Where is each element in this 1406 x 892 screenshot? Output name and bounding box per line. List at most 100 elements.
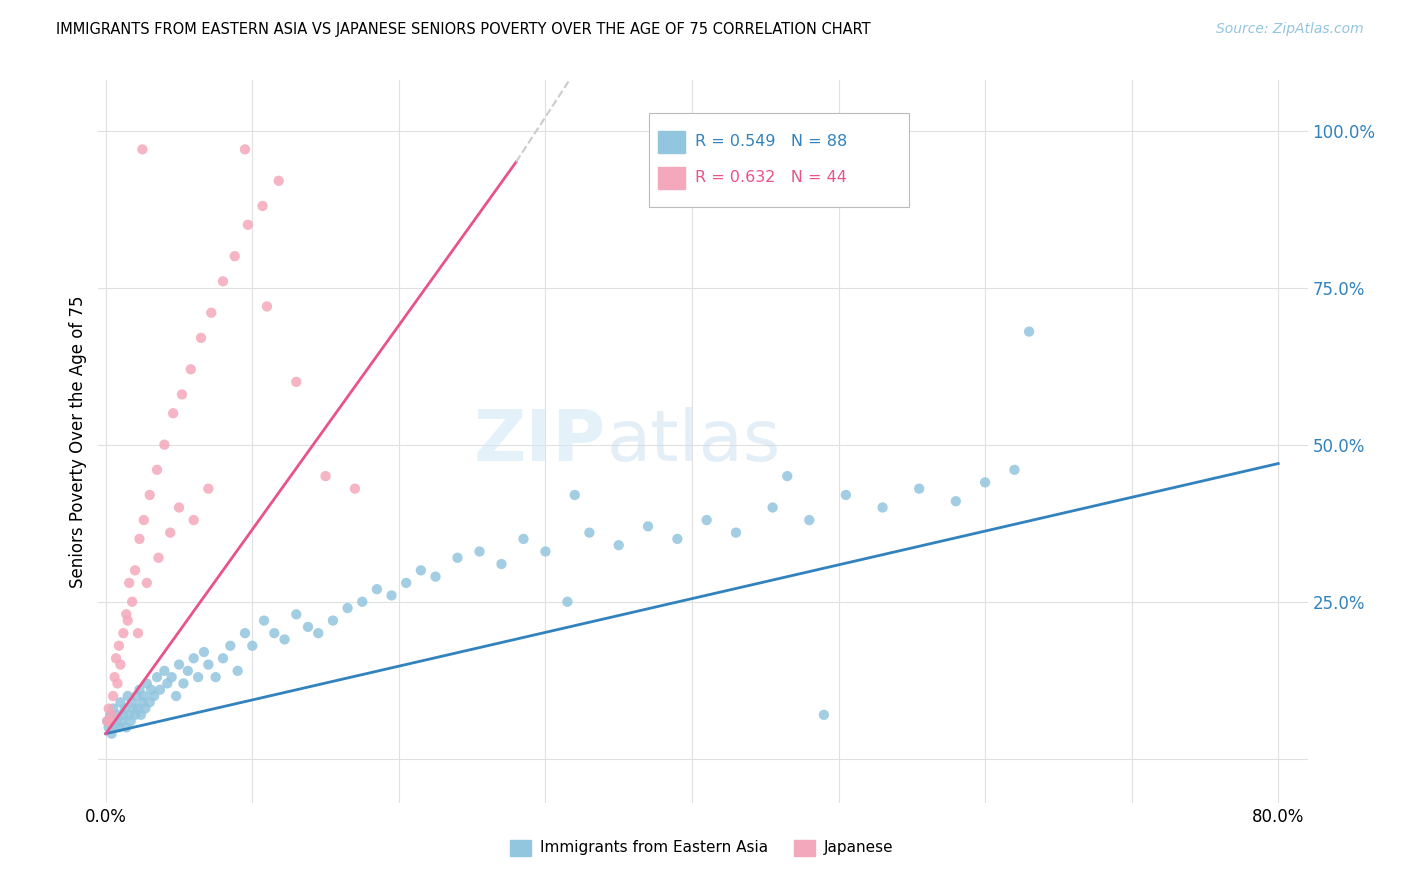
Point [110,695,132,709]
Point [135,676,157,690]
Point [380,589,402,603]
Point [315,469,337,483]
Point [197,482,219,496]
Point [134,701,156,715]
Point [121,595,143,609]
Point [97,720,120,734]
Point [125,689,148,703]
Point [153,438,176,452]
Point [112,626,135,640]
Point [557,595,579,609]
Point [156,676,179,690]
Bar [509,839,531,855]
Point [872,500,894,515]
Point [141,682,163,697]
Point [112,707,135,722]
Point [799,513,821,527]
Point [1018,325,1040,339]
Point [118,575,141,590]
Point [252,199,274,213]
Point [101,689,124,703]
Point [578,525,600,540]
Point [285,375,308,389]
Text: R = 0.549   N = 88: R = 0.549 N = 88 [695,134,846,149]
Point [908,482,931,496]
Text: R = 0.632   N = 44: R = 0.632 N = 44 [695,170,846,186]
Point [162,406,184,420]
Point [101,701,124,715]
Point [273,632,295,647]
Text: atlas: atlas [606,407,780,476]
Point [468,544,491,558]
Point [131,695,153,709]
Point [160,670,183,684]
Point [103,720,125,734]
Point [1004,463,1026,477]
Point [121,695,143,709]
Point [96,714,118,728]
Point [128,682,150,697]
Point [233,142,256,156]
Point [148,550,170,565]
Point [212,651,235,665]
Point [322,614,344,628]
Point [945,494,967,508]
Point [307,626,329,640]
Point [98,714,121,728]
Point [183,513,205,527]
Point [129,707,152,722]
Point [146,463,169,477]
Point [128,532,150,546]
Point [159,525,181,540]
Point [835,488,858,502]
Point [187,670,209,684]
Point [98,707,121,722]
Point [512,532,534,546]
Point [167,657,190,672]
Point [696,513,718,527]
Point [297,620,319,634]
Point [607,538,630,552]
Point [197,657,219,672]
Point [193,645,215,659]
Point [105,651,128,665]
FancyBboxPatch shape [648,112,908,207]
Point [117,689,139,703]
Point [180,362,202,376]
Point [343,482,366,496]
Point [100,727,122,741]
Point [491,557,513,571]
Point [564,488,586,502]
Point [100,707,122,722]
Point [110,657,132,672]
Point [124,563,146,577]
Point [253,614,276,628]
Point [776,469,799,483]
Point [105,714,128,728]
Bar [658,167,685,189]
Point [637,519,659,533]
Point [165,689,187,703]
Point [395,575,418,590]
Point [97,701,120,715]
Point [124,707,146,722]
Bar [793,839,815,855]
Point [200,306,222,320]
Point [118,707,141,722]
Point [762,500,785,515]
Point [127,626,149,640]
Text: Japanese: Japanese [824,840,894,855]
Point [236,218,259,232]
Text: Source: ZipAtlas.com: Source: ZipAtlas.com [1216,22,1364,37]
Point [138,488,160,502]
Point [813,707,835,722]
Point [409,563,432,577]
Point [131,142,153,156]
Point [267,174,290,188]
Point [177,664,200,678]
Text: ZIP: ZIP [474,407,606,476]
Y-axis label: Seniors Poverty Over the Age of 75: Seniors Poverty Over the Age of 75 [69,295,87,588]
Point [115,720,138,734]
Point [107,676,129,690]
Point [127,701,149,715]
